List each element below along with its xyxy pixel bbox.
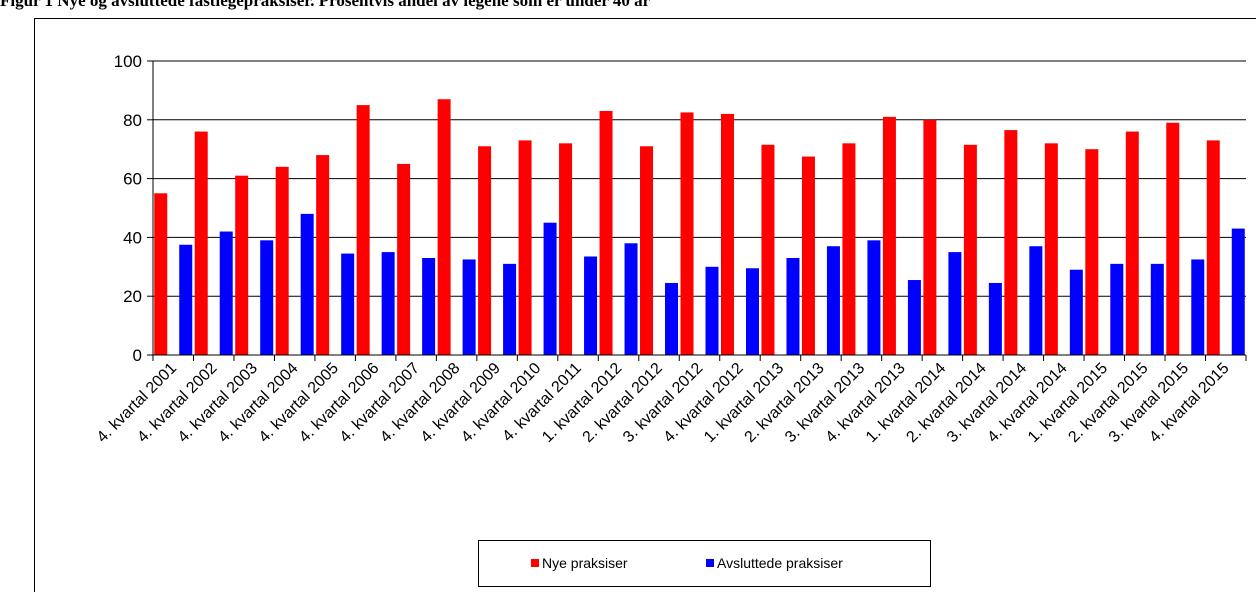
bar-nye xyxy=(356,105,370,355)
bar-avsluttede xyxy=(422,257,436,355)
figure-title: Figur 1 Nye og avsluttede fastlegepraksi… xyxy=(0,0,651,10)
bars xyxy=(154,99,1245,356)
bar-avsluttede xyxy=(219,231,233,355)
y-tick-label: 60 xyxy=(123,170,142,189)
bar-nye xyxy=(801,156,815,355)
bar-nye xyxy=(720,113,734,355)
bar-nye xyxy=(397,163,411,355)
bar-avsluttede xyxy=(584,256,598,355)
bar-avsluttede xyxy=(907,280,921,355)
bar-avsluttede xyxy=(543,222,557,355)
bar-nye xyxy=(1206,140,1220,355)
bar-avsluttede xyxy=(341,253,355,355)
bar-avsluttede xyxy=(948,252,962,355)
y-tick-label: 80 xyxy=(123,111,142,130)
bar-avsluttede xyxy=(1150,263,1164,355)
bar-avsluttede xyxy=(260,240,274,355)
legend: Nye praksiser Avsluttede praksiser xyxy=(478,540,931,587)
bar-avsluttede xyxy=(705,266,719,355)
bar-avsluttede xyxy=(745,268,759,355)
legend-swatch-nye xyxy=(531,559,539,567)
bar-nye xyxy=(154,193,168,355)
bar-avsluttede xyxy=(300,213,314,355)
bar-avsluttede xyxy=(786,257,800,355)
bar-nye xyxy=(842,143,856,355)
legend-item-avsluttede: Avsluttede praksiser xyxy=(706,555,843,571)
bar-avsluttede xyxy=(1110,263,1124,355)
bar-avsluttede xyxy=(867,240,881,355)
bar-nye xyxy=(437,99,451,355)
bar-avsluttede xyxy=(826,246,840,355)
bar-avsluttede xyxy=(988,282,1002,355)
legend-item-nye: Nye praksiser xyxy=(531,555,628,571)
bar-nye xyxy=(923,119,937,355)
bar-nye xyxy=(680,112,694,355)
bar-nye xyxy=(235,175,249,355)
bar-nye xyxy=(761,144,775,355)
bar-avsluttede xyxy=(624,243,638,355)
bar-avsluttede xyxy=(462,259,476,355)
bar-avsluttede xyxy=(1069,269,1083,355)
bar-nye xyxy=(1004,130,1018,355)
y-tick-label: 40 xyxy=(123,228,142,247)
bar-nye xyxy=(882,116,896,355)
bar-avsluttede xyxy=(1029,246,1043,355)
bar-nye xyxy=(1085,149,1099,355)
bar-nye xyxy=(194,131,208,355)
bar-nye xyxy=(559,143,573,355)
bar-nye xyxy=(640,146,654,355)
bar-nye xyxy=(963,144,977,355)
chart-frame xyxy=(34,18,1256,592)
bar-nye xyxy=(1125,131,1139,355)
bar-avsluttede xyxy=(381,252,395,355)
bar-avsluttede xyxy=(665,282,679,355)
bar-avsluttede xyxy=(179,244,193,355)
bar-avsluttede xyxy=(1231,228,1245,355)
bar-nye xyxy=(316,155,330,355)
bar-nye xyxy=(275,166,289,355)
bar-nye xyxy=(1044,143,1058,355)
y-tick-label: 100 xyxy=(114,52,142,71)
bar-avsluttede xyxy=(503,263,517,355)
y-tick-label: 20 xyxy=(123,287,142,306)
bar-nye xyxy=(1166,122,1180,356)
bar-nye xyxy=(478,146,492,355)
bar-avsluttede xyxy=(1191,259,1205,355)
gridlines xyxy=(153,60,1246,297)
legend-label-nye: Nye praksiser xyxy=(542,555,628,571)
y-tick-label: 0 xyxy=(133,346,142,365)
bar-nye xyxy=(518,140,532,355)
bar-nye xyxy=(599,110,613,355)
legend-label-avsluttede: Avsluttede praksiser xyxy=(717,555,843,571)
axes xyxy=(147,60,1247,361)
legend-swatch-avsluttede xyxy=(706,559,714,567)
